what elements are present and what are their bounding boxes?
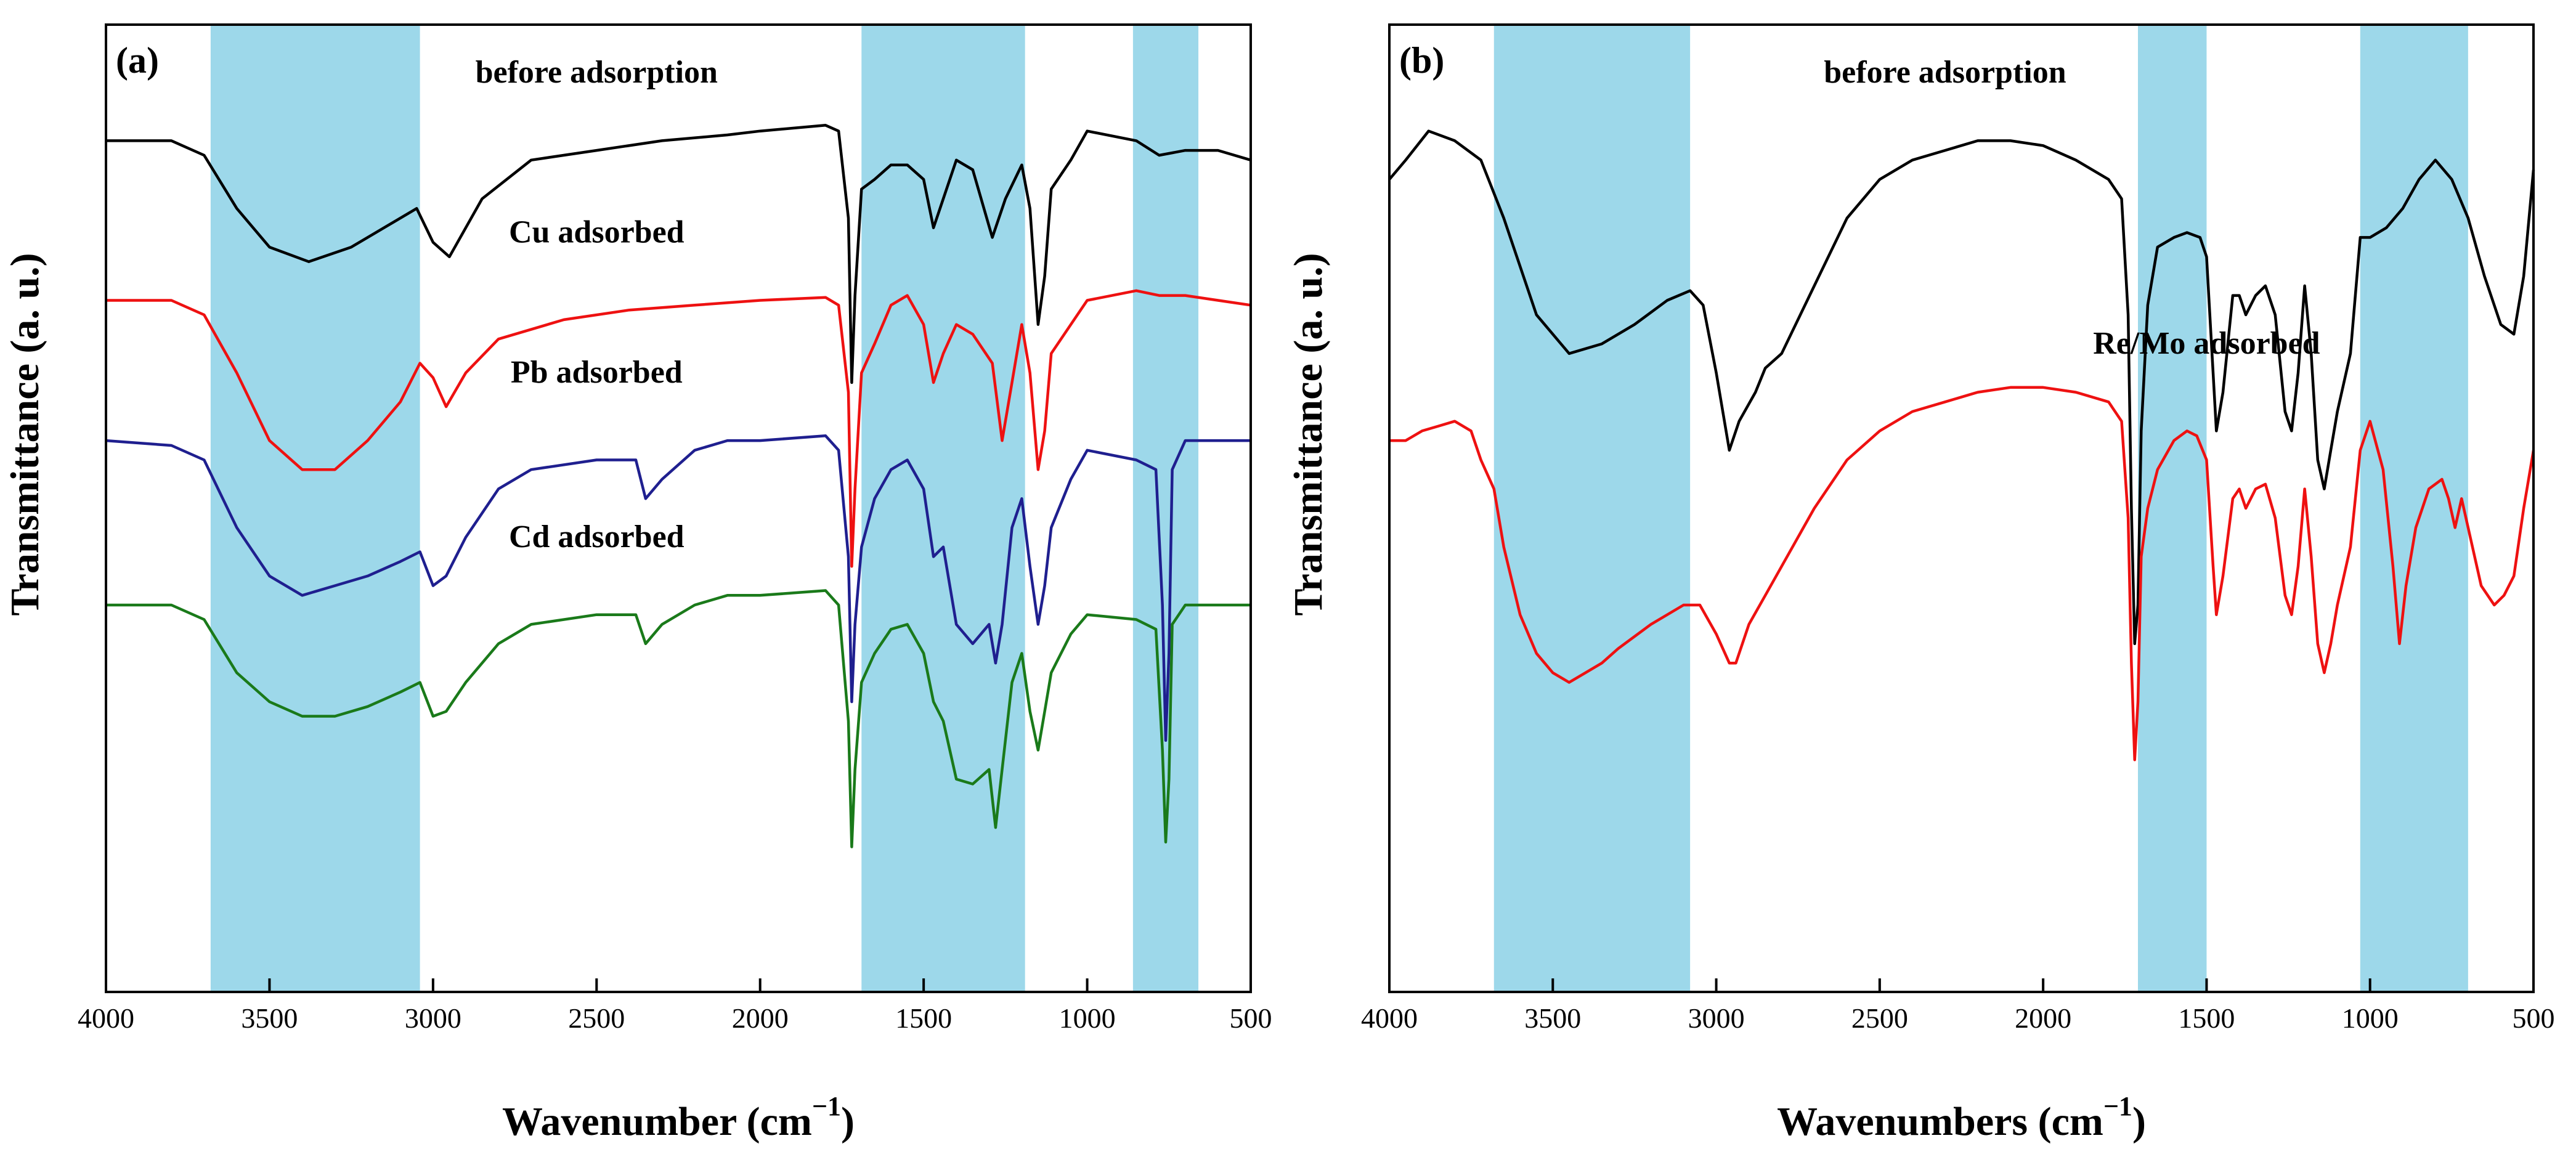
panel-b-plot-frame xyxy=(1388,23,2535,993)
x-tick-label-1500: 1500 xyxy=(2178,1002,2235,1034)
shaded-region-2 xyxy=(861,25,1025,992)
panel-a-y-axis-title: Transmittance (a. u.) xyxy=(2,253,47,616)
series-line-2 xyxy=(106,289,1251,568)
panel-b-shaded-regions xyxy=(1493,25,2468,992)
panel-b-curves xyxy=(1388,129,2535,762)
x-tick-label-1000: 1000 xyxy=(2342,1002,2399,1034)
panel-a-shaded-regions xyxy=(210,25,1199,992)
series-line-3 xyxy=(105,434,1251,742)
series-label-1: before adsorption xyxy=(476,55,718,90)
panel-a-curve-labels: before adsorption Cu adsorbed Pb adsorbed C… xyxy=(476,55,718,555)
panel-b-y-axis-title: Transmittance (a. u.) xyxy=(1286,253,1331,616)
x-tick-label-4000: 4000 xyxy=(1361,1002,1418,1034)
panel-a-curves xyxy=(105,124,1251,848)
x-tick-label-2500: 2500 xyxy=(1851,1002,1908,1034)
panel-b-curve-labels: before adsorption Re/Mo adsorbed xyxy=(1824,55,2320,361)
series-label-2: Cu adsorbed xyxy=(509,214,685,250)
x-tick-label-2000: 2000 xyxy=(732,1002,789,1034)
panel-b-chart: 4000 3500 3000 2500 2000 1500 1000 500 before a… xyxy=(1286,23,2555,1144)
series-line-1 xyxy=(1388,129,2535,646)
panel-a-chart: 4000 3500 3000 2500 2000 1500 1000 500 before a… xyxy=(2,23,1272,1144)
panel-a-x-ticks: 4000 3500 3000 2500 2000 1500 1000 500 xyxy=(78,978,1272,1034)
panel-b-label: (b) xyxy=(1399,40,1444,81)
shaded-region-1 xyxy=(1493,25,1691,992)
x-tick-label-4000: 4000 xyxy=(78,1002,134,1034)
series-label-1: before adsorption xyxy=(1824,55,2066,90)
series-line-1 xyxy=(106,124,1251,384)
x-tick-label-3500: 3500 xyxy=(241,1002,298,1034)
panel-a-plot-frame xyxy=(105,23,1252,993)
panel-a-label: (a) xyxy=(116,40,159,81)
shaded-region-1 xyxy=(210,25,420,992)
x-tick-label-2000: 2000 xyxy=(2015,1002,2071,1034)
x-tick-label-1000: 1000 xyxy=(1059,1002,1116,1034)
x-tick-label-3000: 3000 xyxy=(1688,1002,1745,1034)
x-tick-label-3500: 3500 xyxy=(1524,1002,1581,1034)
x-tick-label-1500: 1500 xyxy=(895,1002,952,1034)
panel-a-x-axis-title: Wavenumber (cm−1) xyxy=(502,1091,855,1144)
shaded-region-3 xyxy=(1132,25,1199,992)
panel-b-x-ticks: 4000 3500 3000 2500 2000 1500 1000 500 xyxy=(1361,978,2555,1034)
series-label-3: Pb adsorbed xyxy=(511,355,683,390)
shaded-region-2 xyxy=(2138,25,2207,992)
series-line-4 xyxy=(106,589,1251,848)
x-tick-label-2500: 2500 xyxy=(568,1002,625,1034)
series-label-2: Re/Mo adsorbed xyxy=(2093,326,2320,361)
series-label-4: Cd adsorbed xyxy=(509,519,685,555)
series-line-2 xyxy=(1389,386,2535,762)
x-tick-label-500: 500 xyxy=(1230,1002,1272,1034)
panel-b-x-axis-title: Wavenumbers (cm−1) xyxy=(1777,1091,2146,1144)
x-tick-label-500: 500 xyxy=(2513,1002,2555,1034)
x-tick-label-3000: 3000 xyxy=(405,1002,461,1034)
